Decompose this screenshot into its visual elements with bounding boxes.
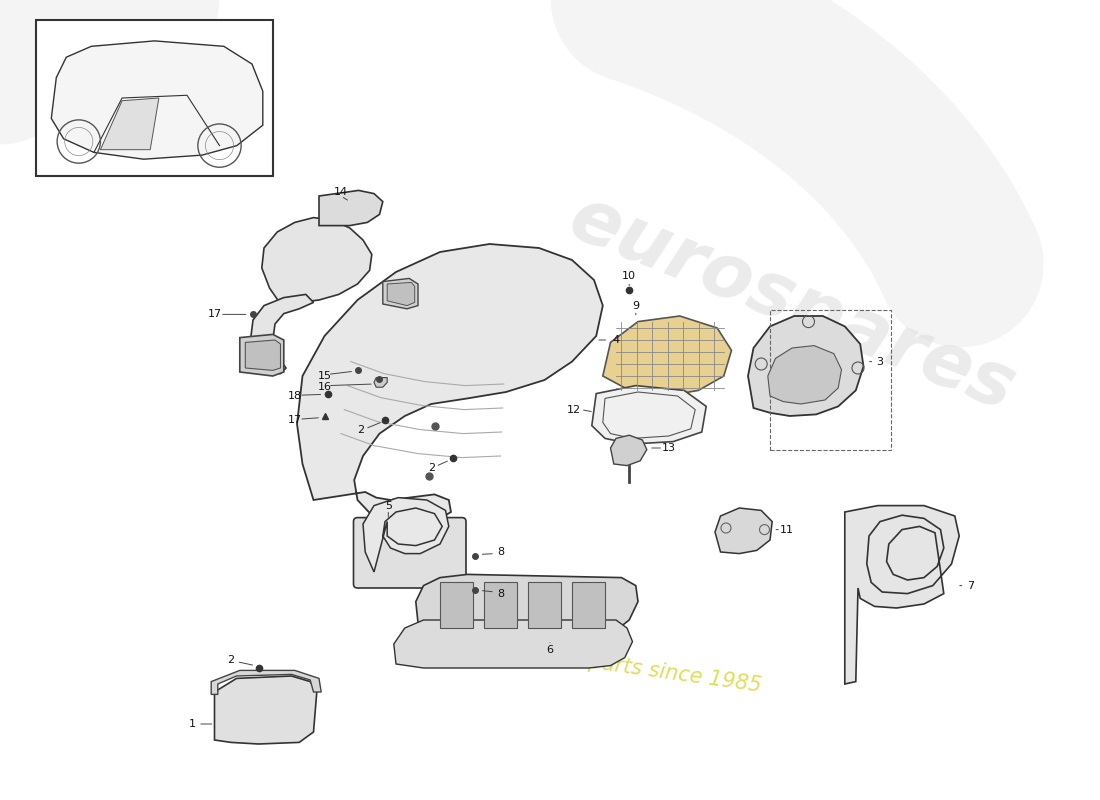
Text: 12: 12 <box>568 405 581 414</box>
Text: 8: 8 <box>497 547 504 557</box>
Bar <box>572 582 605 628</box>
Polygon shape <box>592 386 706 444</box>
Text: 11: 11 <box>780 525 793 534</box>
Text: eurospares: eurospares <box>559 182 1025 426</box>
Polygon shape <box>262 218 372 304</box>
Polygon shape <box>845 506 959 684</box>
Polygon shape <box>715 508 772 554</box>
Text: 6: 6 <box>547 645 553 654</box>
Polygon shape <box>383 278 418 309</box>
Text: 2: 2 <box>228 655 234 665</box>
Polygon shape <box>52 41 263 159</box>
Polygon shape <box>394 620 632 668</box>
Text: 2: 2 <box>428 463 435 473</box>
Text: 1: 1 <box>189 719 196 729</box>
Polygon shape <box>240 334 284 376</box>
Text: 14: 14 <box>334 187 348 197</box>
Polygon shape <box>245 340 280 370</box>
Text: a passion for parts since 1985: a passion for parts since 1985 <box>448 632 762 696</box>
Text: 9: 9 <box>632 301 639 310</box>
Polygon shape <box>603 316 732 396</box>
Polygon shape <box>387 282 415 306</box>
Text: 7: 7 <box>967 581 974 590</box>
Text: 17: 17 <box>288 415 301 425</box>
Text: 8: 8 <box>497 589 504 598</box>
Polygon shape <box>768 346 842 404</box>
Polygon shape <box>748 316 864 416</box>
Text: 2: 2 <box>358 426 364 435</box>
Text: 17: 17 <box>208 310 221 319</box>
Polygon shape <box>319 190 383 226</box>
Text: 10: 10 <box>623 271 636 281</box>
Polygon shape <box>214 676 317 744</box>
Polygon shape <box>297 244 603 526</box>
Text: 18: 18 <box>288 391 301 401</box>
Text: 4: 4 <box>613 335 619 345</box>
Bar <box>484 582 517 628</box>
Bar <box>528 582 561 628</box>
Text: 5: 5 <box>385 501 392 510</box>
Bar <box>36 20 273 176</box>
Polygon shape <box>610 435 647 466</box>
Text: 3: 3 <box>877 357 883 366</box>
Bar <box>770 310 891 450</box>
Text: 13: 13 <box>662 443 675 453</box>
Polygon shape <box>363 498 449 572</box>
Polygon shape <box>374 378 387 387</box>
Polygon shape <box>251 294 314 374</box>
Polygon shape <box>211 670 321 694</box>
Polygon shape <box>100 98 158 150</box>
Polygon shape <box>416 574 638 644</box>
Bar <box>440 582 473 628</box>
Text: 16: 16 <box>318 382 331 392</box>
Text: 15: 15 <box>318 371 331 381</box>
FancyBboxPatch shape <box>353 518 466 588</box>
